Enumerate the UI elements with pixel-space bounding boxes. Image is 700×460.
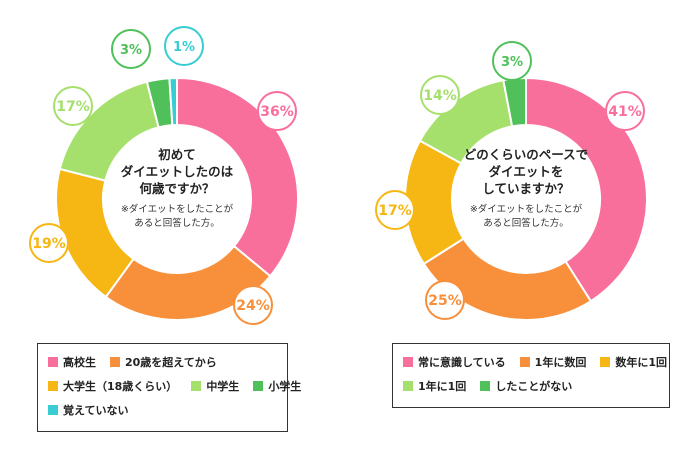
legend-label: 数年に1回 <box>615 356 667 369</box>
svg-text:1%: 1% <box>173 40 195 55</box>
slice-label-3: 19% <box>29 223 69 263</box>
svg-text:17%: 17% <box>56 99 90 115</box>
legend-item: 1年に数回 <box>519 354 587 370</box>
legend-label: 1年に数回 <box>534 356 587 369</box>
svg-text:41%: 41% <box>608 104 642 120</box>
center-title-line: ダイエットを <box>489 164 564 179</box>
legend-label: 小学生 <box>268 380 302 393</box>
svg-text:3%: 3% <box>120 43 142 58</box>
legend-row: 覚えていない <box>48 398 277 422</box>
svg-text:19%: 19% <box>32 236 66 252</box>
slice-label-5: 3% <box>111 29 151 69</box>
center-title-line: していますか？ <box>482 181 569 196</box>
legend-swatch <box>403 357 413 367</box>
svg-text:25%: 25% <box>428 293 462 309</box>
legend-item: 常に意識している <box>403 354 506 370</box>
legend-item: 大学生（18歳くらい） <box>48 378 177 394</box>
slice-label-6: 1% <box>164 26 204 66</box>
legend-label: 大学生（18歳くらい） <box>63 380 178 393</box>
svg-text:14%: 14% <box>423 88 457 104</box>
center-note-line: あると回答した方。 <box>483 217 569 229</box>
center-title-line: 何歳ですか？ <box>139 181 214 196</box>
legend-swatch <box>519 357 530 367</box>
legend-label: 20歳を超えてから <box>125 356 217 369</box>
legend-item: 中学生 <box>191 378 239 394</box>
legend-label: 常に意識している <box>418 356 506 369</box>
slice-label-4: 14% <box>420 75 460 115</box>
slice-label-3: 17% <box>375 190 415 230</box>
legend-age-first-diet: 高校生 20歳を超えてから大学生（18歳くらい） 中学生 小学生覚えていない <box>37 343 301 432</box>
legend-swatch <box>600 357 611 367</box>
legend-item: 覚えていない <box>48 402 128 418</box>
donut-hole <box>452 125 600 273</box>
legend-swatch <box>253 381 264 391</box>
legend-label: 1年に1回 <box>418 380 467 393</box>
center-note-line: ※ダイエットをしたことが <box>470 203 583 215</box>
legend-row: 常に意識している 1年に数回 数年に1回 <box>403 350 667 374</box>
slice-label-2: 24% <box>233 285 273 325</box>
center-note-line: ※ダイエットをしたことが <box>121 203 234 215</box>
center-title-line: どのくらいのペースで <box>464 147 588 162</box>
center-note-line: あると回答した方。 <box>134 217 220 229</box>
legend-label: したことがない <box>495 380 573 393</box>
legend-item: 高校生 <box>48 354 96 370</box>
legend-item: 小学生 <box>253 378 301 394</box>
legend-row: 高校生 20歳を超えてから <box>48 350 277 374</box>
center-title-line: ダイエットしたのは <box>121 164 234 179</box>
legend-row: 1年に1回 したことがない <box>403 374 659 398</box>
slice-label-5: 3% <box>492 41 532 81</box>
legend-item: 1年に1回 <box>403 378 466 394</box>
slice-label-2: 25% <box>425 280 465 320</box>
legend-swatch <box>480 381 491 391</box>
legend-swatch <box>110 357 120 367</box>
legend-row: 大学生（18歳くらい） 中学生 小学生 <box>48 374 301 398</box>
legend-swatch <box>191 381 202 391</box>
legend-item: 数年に1回 <box>600 354 667 370</box>
legend-swatch <box>48 405 58 415</box>
slice-label-1: 36% <box>257 91 297 131</box>
svg-text:17%: 17% <box>378 203 412 219</box>
donut-hole <box>103 125 251 273</box>
legend-swatch <box>48 357 58 367</box>
slice-label-1: 41% <box>605 91 645 131</box>
legend-swatch <box>403 381 413 391</box>
legend-item: したことがない <box>480 378 572 394</box>
svg-text:24%: 24% <box>236 298 270 314</box>
slice-label-4: 17% <box>53 86 93 126</box>
legend-swatch <box>48 381 58 391</box>
center-title-line: 初めて <box>158 147 196 162</box>
legend-label: 高校生 <box>63 356 96 369</box>
legend-label: 覚えていない <box>63 404 129 417</box>
legend-diet-pace: 常に意識している 1年に数回 数年に1回 1年に1回 したことがない <box>392 343 670 408</box>
legend-item: 20歳を超えてから <box>110 354 217 370</box>
svg-text:3%: 3% <box>501 55 523 70</box>
svg-text:36%: 36% <box>260 104 294 120</box>
legend-label: 中学生 <box>206 380 240 393</box>
